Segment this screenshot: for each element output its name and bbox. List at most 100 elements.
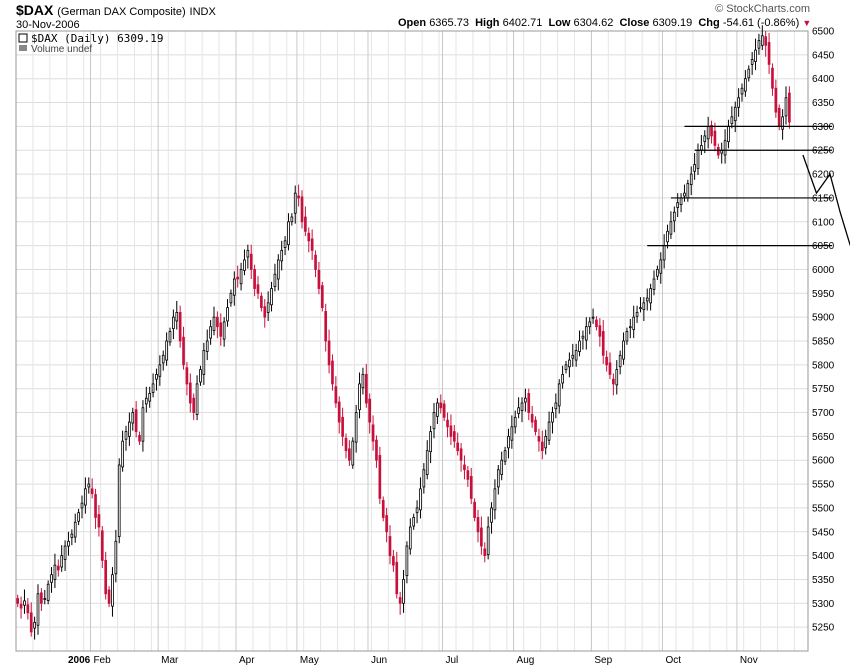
candle-body (480, 527, 483, 547)
candle-body (148, 393, 152, 402)
candle-body (520, 402, 524, 412)
candle-body (236, 276, 240, 280)
candle-body (415, 507, 419, 514)
candle-body (503, 450, 507, 462)
candle-body (774, 87, 778, 113)
candle-body (334, 386, 338, 404)
candle-body (239, 269, 243, 285)
candle-body (23, 600, 26, 606)
candle-body (50, 574, 53, 583)
candle-body (26, 604, 30, 614)
candle-body (327, 340, 331, 366)
candle-body (601, 331, 605, 356)
candle-body (402, 579, 405, 604)
candle-body (144, 397, 148, 405)
candle-body (436, 402, 439, 417)
candle-body (669, 221, 673, 235)
candle-body (232, 278, 236, 296)
candle-body (727, 125, 730, 143)
candle-body (588, 321, 592, 328)
candle-body (771, 67, 774, 89)
y-tick-label: 5400 (812, 551, 835, 562)
candle-body (493, 488, 497, 511)
candle-body (547, 421, 551, 441)
candle-body (693, 164, 696, 172)
candle-body (56, 565, 60, 571)
candle-body (639, 307, 642, 310)
candle-body (486, 526, 490, 556)
candle-body (672, 211, 676, 222)
candle-body (723, 140, 727, 156)
candle-body (534, 419, 537, 433)
candle-body (337, 401, 341, 423)
candle-body (551, 412, 554, 423)
candle-body (344, 437, 348, 452)
candle-body (459, 448, 463, 461)
candle-body (500, 459, 504, 475)
candle-body (649, 288, 652, 304)
candle-body (155, 373, 158, 380)
candle-body (395, 561, 399, 595)
candle-body (449, 425, 453, 437)
candle-body (36, 593, 40, 626)
candle-body (385, 515, 388, 533)
candle-body (666, 230, 669, 243)
chart-date: 30-Nov-2006 (16, 19, 80, 31)
y-tick-label: 6200 (812, 170, 835, 181)
candle-body (578, 340, 581, 352)
candle-body (408, 526, 412, 550)
candle-body (205, 340, 209, 352)
candle-body (90, 488, 94, 495)
candle-body (226, 307, 229, 322)
y-tick-label: 6100 (812, 217, 835, 228)
y-tick-label: 6400 (812, 74, 835, 85)
candle-body (642, 302, 646, 310)
candle-body (300, 196, 304, 223)
candle-body (131, 412, 135, 424)
x-tick-label: 2006 (68, 655, 91, 666)
candle-body (466, 470, 470, 480)
legend-volume: Volume undef (31, 44, 92, 55)
candle-body (158, 364, 162, 377)
candle-body (178, 311, 182, 342)
candle-body (716, 146, 720, 156)
candle-body (463, 464, 466, 471)
candle-body (63, 545, 67, 560)
candle-body (598, 325, 602, 337)
candle-body (608, 362, 612, 375)
candle-body (618, 354, 622, 368)
candle-body (117, 464, 121, 537)
legend-swatch-volume (19, 45, 27, 51)
y-tick-label: 5850 (812, 337, 835, 348)
candle-body (317, 270, 321, 289)
candle-body (747, 68, 751, 79)
candle-body (185, 367, 189, 385)
candle-body (781, 116, 784, 130)
y-tick-label: 5900 (812, 313, 835, 324)
y-axis: 5250 5300 5350 5400 5450 5500 5550 5600 5650 5700… (812, 27, 835, 634)
candle-body (172, 316, 175, 329)
candle-body (134, 409, 138, 433)
candle-body (100, 530, 104, 561)
candle-body (283, 240, 287, 248)
candle-body (737, 97, 740, 108)
candle-body (304, 216, 307, 232)
candle-body (46, 583, 50, 601)
x-tick-label: May (300, 655, 319, 666)
y-tick-label: 5300 (812, 599, 835, 610)
y-tick-label: 6050 (812, 241, 835, 252)
candle-body (67, 540, 70, 547)
candle-body (696, 149, 700, 169)
candle-body (625, 331, 629, 342)
y-tick-label: 5800 (812, 360, 835, 371)
down-triangle-icon: ▼ (802, 18, 812, 28)
candle-body (16, 598, 20, 604)
candle-body (483, 548, 487, 557)
candle-body (398, 597, 402, 604)
candles (16, 25, 791, 640)
projection-path (802, 154, 850, 246)
candle-body (375, 439, 378, 461)
candle-body (138, 435, 141, 442)
candle-body (656, 269, 659, 277)
candle-body (280, 249, 284, 262)
